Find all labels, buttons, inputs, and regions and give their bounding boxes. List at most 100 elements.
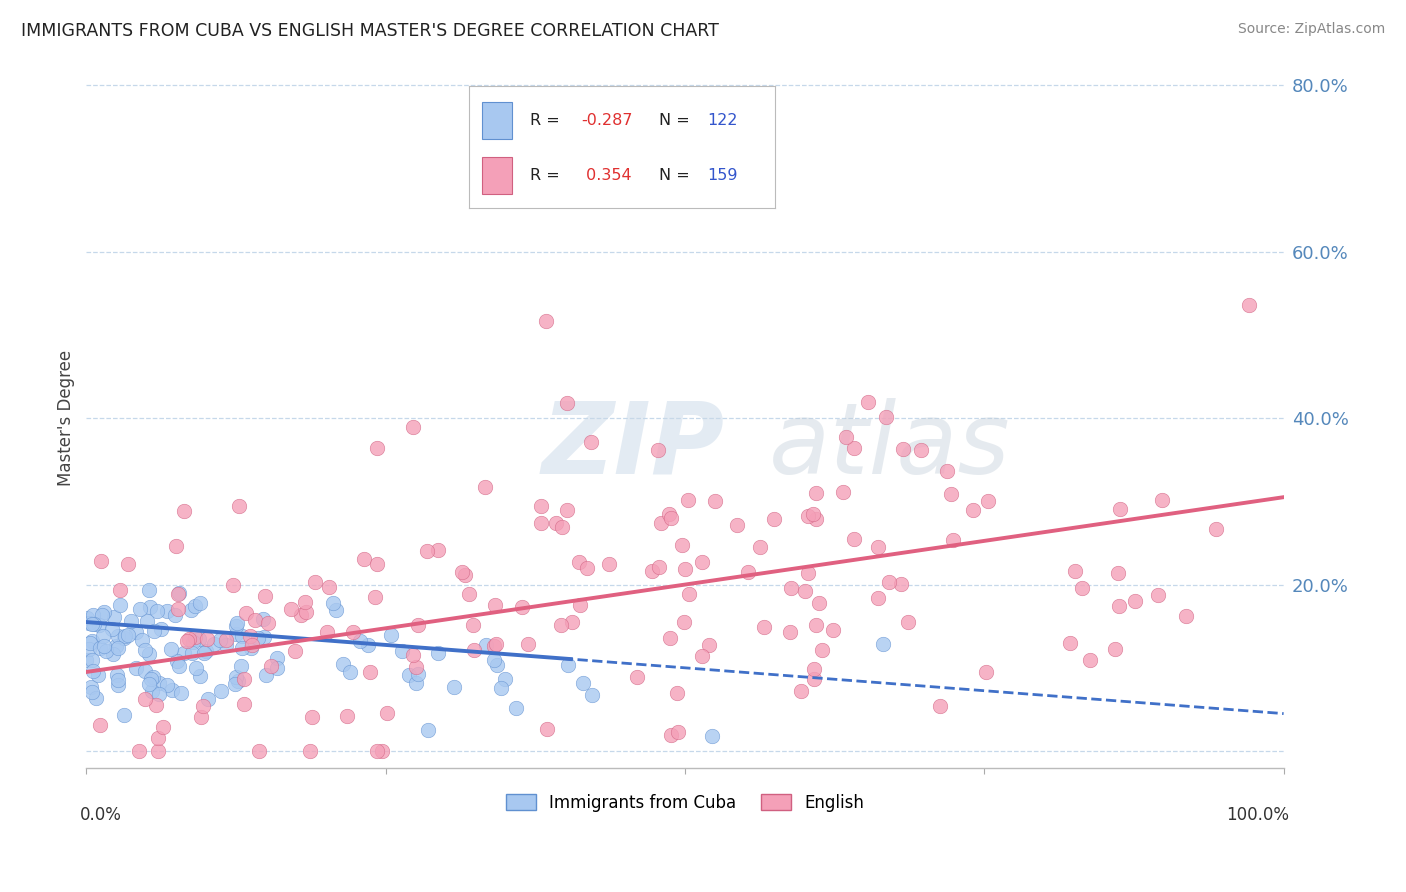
Point: [184, 660, 207, 674]
Point: [458, 587, 481, 601]
Point: [1205, 522, 1227, 536]
Point: [1059, 635, 1081, 649]
Point: [91, 608, 114, 623]
Point: [240, 638, 263, 652]
Point: [779, 624, 801, 639]
Point: [83, 617, 105, 632]
Point: [821, 623, 844, 637]
Point: [156, 678, 179, 692]
Point: [831, 485, 853, 500]
Point: [231, 640, 253, 655]
Point: [103, 647, 125, 661]
Point: [266, 651, 288, 665]
Point: [673, 562, 696, 576]
Point: [148, 675, 170, 690]
Point: [209, 633, 232, 648]
Point: [209, 683, 232, 698]
Point: [454, 568, 477, 582]
Point: [648, 559, 671, 574]
Point: [416, 543, 439, 558]
Point: [335, 708, 357, 723]
Point: [1108, 599, 1130, 613]
Point: [844, 532, 866, 546]
Point: [145, 698, 167, 712]
Text: ZIP: ZIP: [541, 398, 724, 494]
Point: [181, 646, 204, 660]
Point: [339, 665, 361, 679]
Point: [641, 565, 664, 579]
Point: [976, 665, 998, 680]
Point: [260, 659, 283, 673]
Point: [793, 584, 815, 599]
Point: [239, 641, 262, 656]
Point: [402, 648, 425, 663]
Point: [505, 701, 527, 715]
Point: [697, 638, 720, 652]
Point: [370, 744, 392, 758]
Point: [243, 613, 266, 627]
Point: [233, 697, 256, 711]
Point: [226, 673, 249, 688]
Point: [146, 604, 169, 618]
Point: [89, 640, 111, 655]
Point: [1174, 609, 1197, 624]
Point: [183, 630, 205, 644]
Legend: Immigrants from Cuba, English: Immigrants from Cuba, English: [506, 794, 865, 812]
Point: [359, 665, 381, 679]
Point: [125, 661, 148, 675]
Point: [107, 641, 129, 656]
Point: [194, 644, 217, 658]
Point: [534, 313, 557, 327]
Point: [807, 596, 830, 610]
Point: [659, 728, 682, 742]
Point: [349, 634, 371, 648]
Point: [962, 503, 984, 517]
Point: [146, 744, 169, 758]
Point: [170, 686, 193, 700]
Point: [228, 500, 250, 514]
Point: [803, 662, 825, 676]
Point: [156, 604, 179, 618]
Point: [159, 642, 181, 657]
Point: [803, 672, 825, 686]
Point: [804, 512, 827, 526]
Point: [149, 622, 172, 636]
Point: [80, 681, 103, 695]
Point: [581, 435, 603, 450]
Point: [561, 615, 583, 630]
Point: [181, 635, 204, 649]
Point: [463, 618, 485, 632]
Point: [891, 442, 914, 456]
Text: Source: ZipAtlas.com: Source: ZipAtlas.com: [1237, 22, 1385, 37]
Point: [391, 643, 413, 657]
Point: [1147, 588, 1170, 602]
Point: [79, 641, 101, 656]
Point: [107, 629, 129, 643]
Point: [672, 615, 695, 629]
Point: [512, 599, 534, 614]
Point: [152, 720, 174, 734]
Point: [84, 691, 107, 706]
Point: [222, 578, 245, 592]
Point: [197, 691, 219, 706]
Point: [647, 442, 669, 457]
Point: [401, 420, 423, 434]
Point: [139, 673, 162, 687]
Point: [550, 618, 572, 632]
Point: [572, 675, 595, 690]
Point: [82, 665, 104, 679]
Point: [266, 660, 288, 674]
Point: [165, 608, 187, 623]
Point: [229, 659, 252, 673]
Point: [231, 629, 253, 643]
Point: [405, 675, 427, 690]
Point: [568, 598, 591, 612]
Point: [939, 486, 962, 500]
Point: [666, 725, 689, 739]
Point: [176, 634, 198, 648]
Point: [89, 618, 111, 632]
Point: [650, 516, 672, 531]
Point: [90, 554, 112, 568]
Point: [353, 552, 375, 566]
Point: [165, 540, 187, 554]
